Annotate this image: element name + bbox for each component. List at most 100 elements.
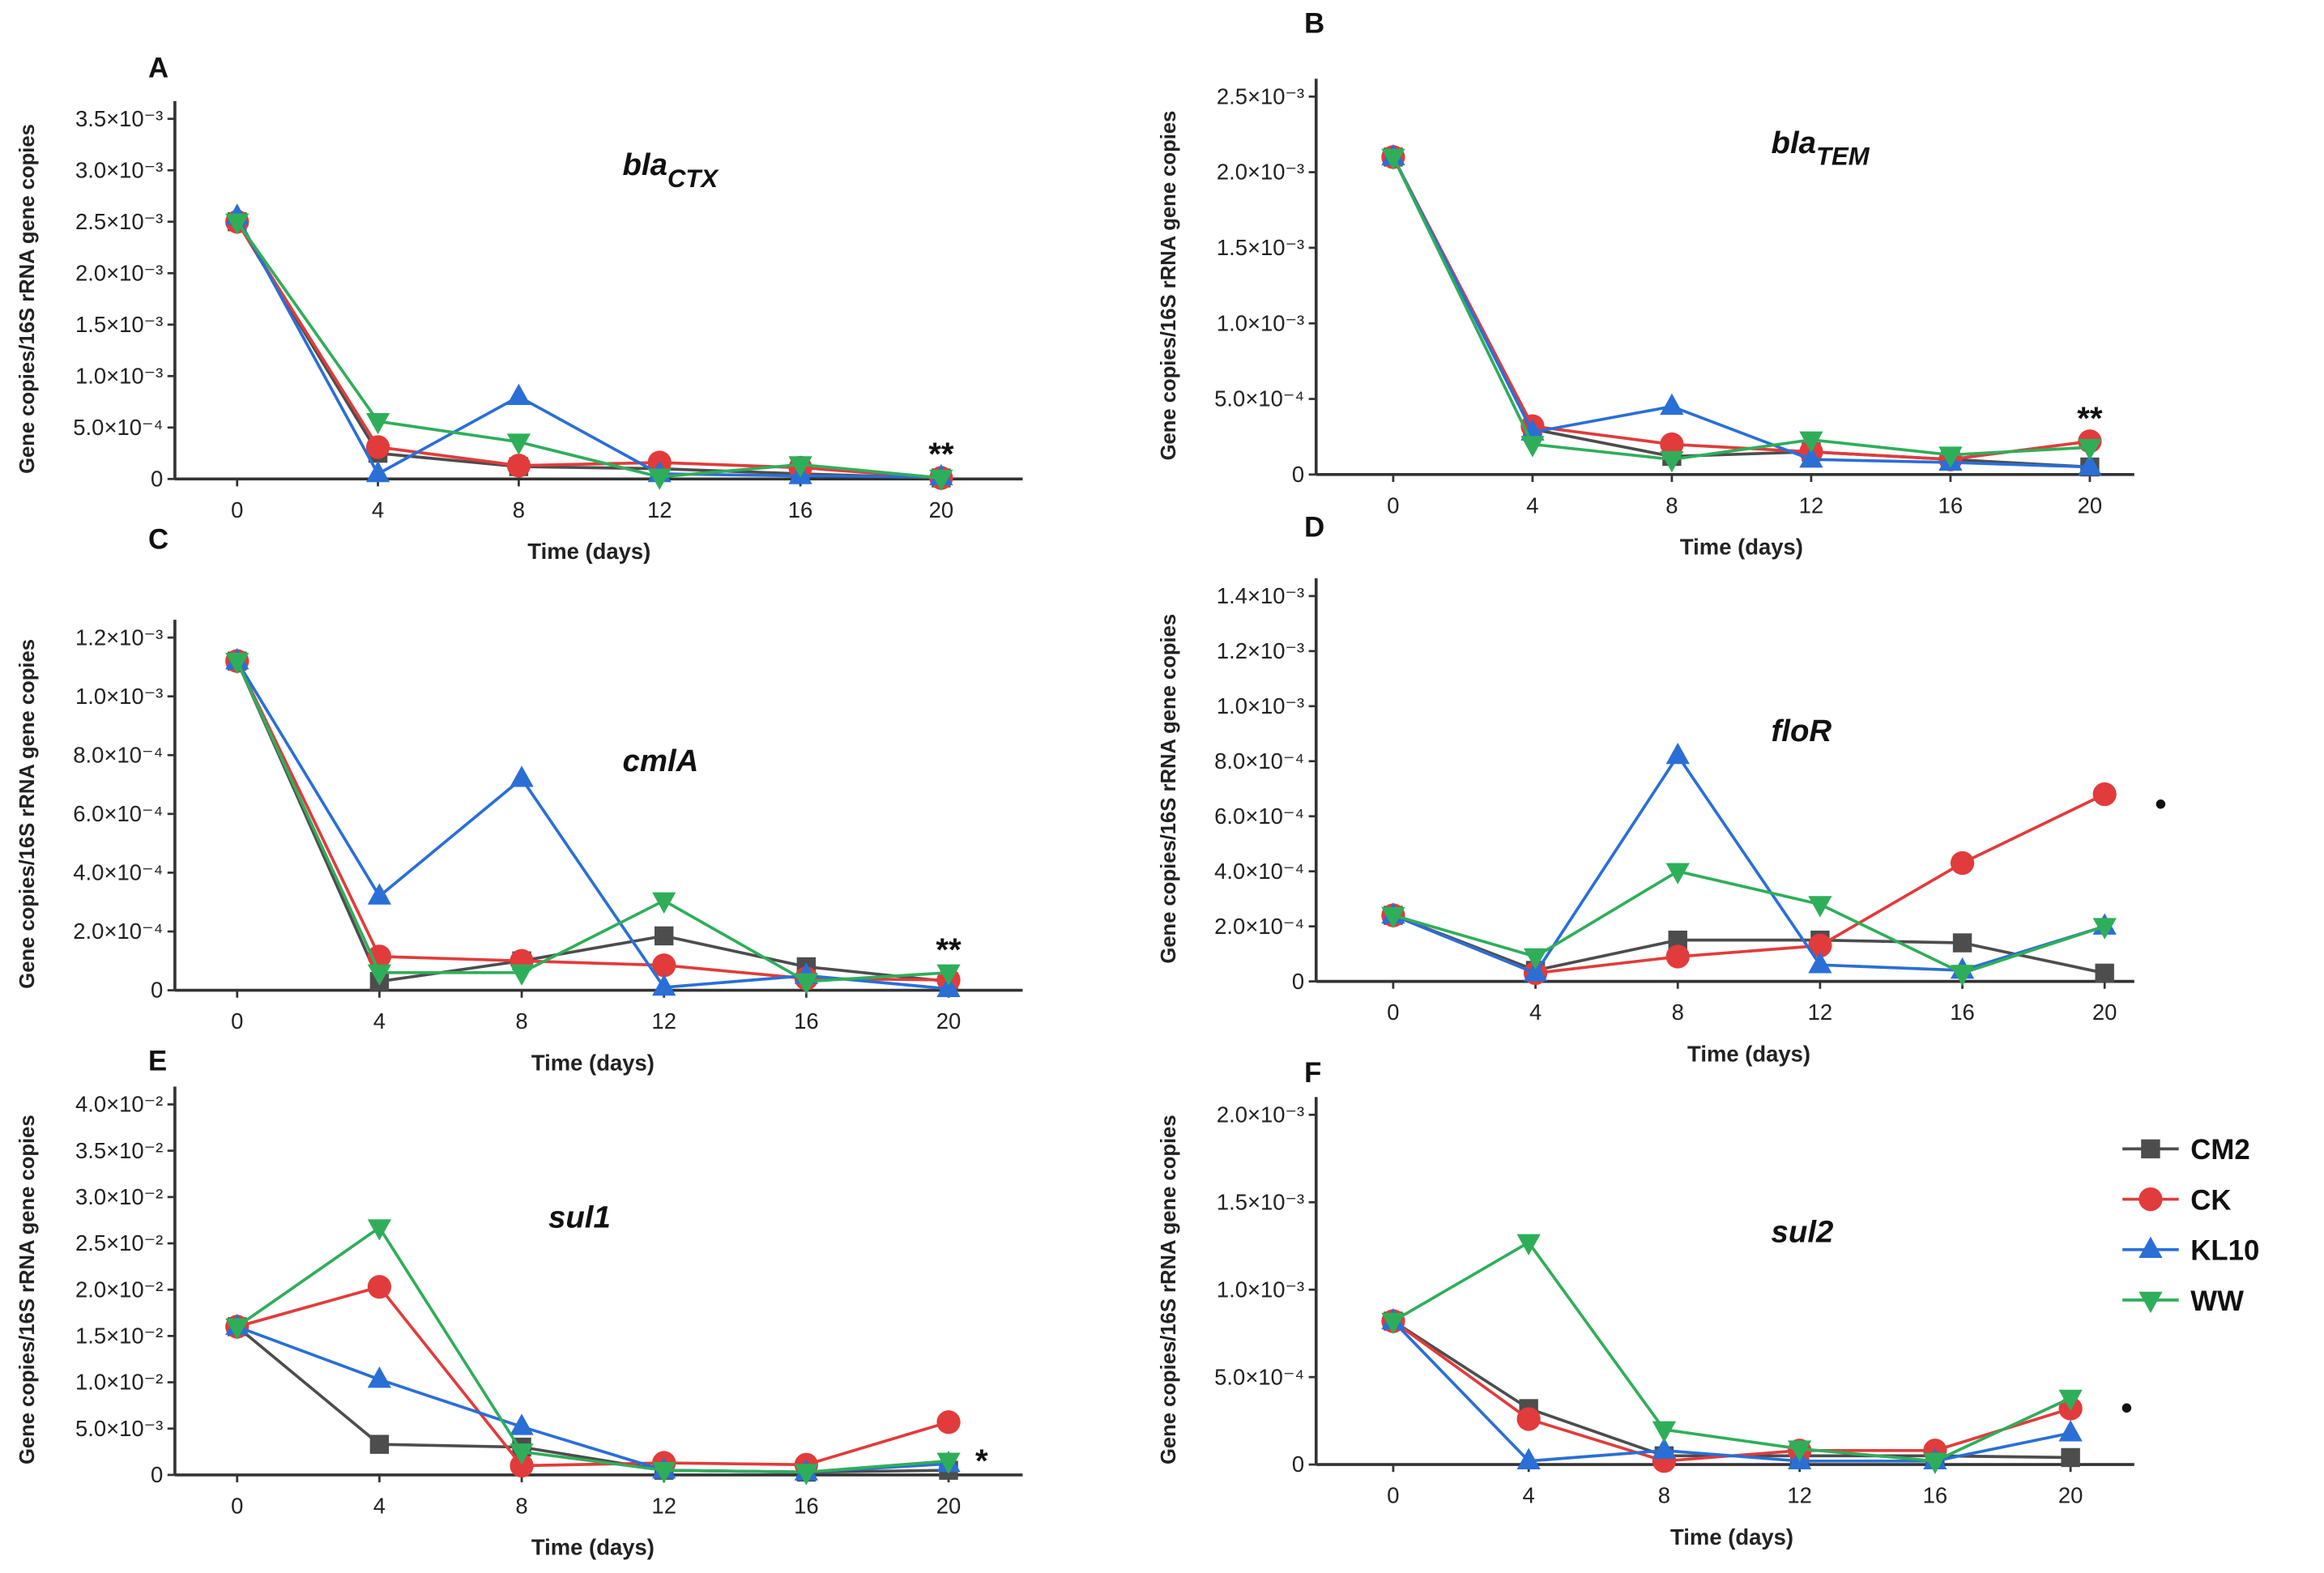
marker-square	[1668, 930, 1687, 950]
y-tick-label: 3.0×10⁻²	[75, 1184, 163, 1209]
x-tick-label: 20	[929, 497, 954, 522]
y-tick-label: 1.5×10⁻³	[75, 312, 163, 337]
series-KL10	[1381, 1307, 2083, 1470]
marker-triangle-up	[510, 765, 534, 787]
marker-triangle-down	[794, 1464, 819, 1486]
x-tick-label: 20	[936, 1493, 962, 1518]
x-tick-label: 12	[1799, 492, 1824, 518]
marker-triangle-up	[1652, 1437, 1677, 1460]
series-line-KL10	[237, 1325, 949, 1474]
series-WW	[225, 1219, 961, 1486]
x-tick-label: 0	[1387, 492, 1399, 518]
chart-title: floR	[1772, 714, 1832, 748]
y-tick-label: 2.0×10⁻⁴	[1214, 914, 1304, 939]
title-main: floR	[1772, 714, 1832, 748]
y-tick-label: 5.0×10⁻⁴	[1214, 1364, 1304, 1389]
marker-circle	[2092, 782, 2117, 807]
marker-circle	[1950, 850, 1975, 876]
chart-title: cmlA	[622, 744, 698, 778]
y-tick-label: 0	[151, 1462, 163, 1487]
y-axis-label: Gene copies/16S rRNA gene copies	[16, 639, 39, 989]
x-tick-label: 8	[513, 497, 525, 522]
marker-triangle-down	[1381, 906, 1405, 929]
marker-triangle-up	[2139, 1236, 2163, 1259]
significance-annotation: •	[2121, 1390, 2132, 1426]
series-line-WW	[1392, 156, 2091, 462]
marker-triangle-down	[1799, 431, 1823, 454]
marker-triangle-down	[1938, 446, 1963, 468]
marker-circle	[1665, 944, 1690, 969]
panel-label: A	[148, 53, 168, 83]
x-axis-label: Time (days)	[531, 1050, 655, 1075]
series-CM2	[228, 651, 958, 991]
marker-triangle-up	[2058, 1420, 2083, 1442]
panel-label: D	[1304, 513, 1324, 544]
y-axis-label: Gene copies/16S rRNA gene copies	[16, 124, 39, 474]
marker-triangle-up	[367, 1366, 392, 1388]
y-tick-label: 1.2×10⁻³	[1217, 638, 1304, 663]
series-line-KL10	[236, 215, 941, 479]
marker-triangle-down	[225, 1318, 249, 1341]
x-tick-label: 16	[788, 497, 813, 522]
x-tick-label: 12	[647, 497, 672, 522]
marker-triangle-up	[1799, 446, 1823, 468]
marker-triangle-up	[367, 883, 392, 905]
y-axis-label: Gene copies/16S rRNA gene copies	[16, 1115, 39, 1464]
series-line-CK	[236, 220, 942, 480]
x-tick-label: 4	[373, 1008, 386, 1034]
x-tick-label: 16	[794, 1493, 819, 1518]
marker-triangle-up	[936, 975, 961, 998]
marker-triangle-down	[936, 1452, 961, 1474]
marker-triangle-up	[1523, 960, 1548, 982]
panel-label: F	[1304, 1058, 1321, 1089]
marker-triangle-down	[1788, 1440, 1812, 1462]
y-tick-label: 5.0×10⁻³	[75, 1416, 163, 1441]
x-tick-label: 12	[651, 1493, 676, 1518]
x-axis-label: Time (days)	[527, 539, 650, 564]
marker-square	[655, 926, 674, 946]
y-tick-label: 5.0×10⁻⁴	[1214, 386, 1304, 411]
marker-triangle-down	[506, 433, 531, 455]
y-tick-label: 6.0×10⁻⁴	[1214, 804, 1304, 829]
series-line-CM2	[1392, 914, 2105, 975]
panel-D: D 0 2.0×10⁻⁴ 4.0×10⁻⁴ 6.0×10⁻⁴ 8.0×10⁻⁴ 1.0×10…	[1158, 513, 2167, 1067]
marker-triangle-up	[652, 974, 676, 996]
marker-triangle-down	[510, 1443, 534, 1465]
series-KL10	[1381, 742, 2117, 982]
legend-label-CM2: CM2	[2190, 1135, 2249, 1166]
y-tick-label: 8.0×10⁻⁴	[1214, 748, 1304, 774]
marker-square	[2141, 1139, 2160, 1159]
x-tick-label: 12	[1787, 1483, 1812, 1508]
y-tick-label: 2.0×10⁻³	[1217, 1102, 1304, 1127]
marker-circle	[367, 1275, 392, 1299]
y-tick-label: 0	[1292, 969, 1304, 994]
y-tick-label: 1.0×10⁻³	[75, 363, 163, 388]
marker-triangle-down	[510, 964, 534, 986]
x-tick-label: 4	[373, 1493, 386, 1518]
x-tick-label: 20	[2092, 1000, 2117, 1025]
marker-circle	[1516, 1407, 1541, 1431]
series-line-KL10	[1392, 1319, 2071, 1463]
marker-circle	[2139, 1187, 2163, 1212]
y-tick-label: 3.0×10⁻³	[75, 157, 163, 182]
panel-label: E	[148, 1046, 167, 1076]
title-main: bla	[1772, 126, 1817, 160]
y-tick-label: 8.0×10⁻⁴	[73, 742, 163, 767]
y-tick-label: 3.5×10⁻³	[75, 106, 163, 131]
marker-triangle-up	[1665, 742, 1690, 765]
marker-triangle-up	[510, 1413, 534, 1435]
series-WW	[1381, 148, 2102, 473]
y-tick-label: 2.5×10⁻³	[1217, 83, 1304, 109]
marker-triangle-down	[1665, 863, 1690, 885]
panel-B: B 0 5.0×10⁻⁴ 1.0×10⁻³ 1.5×10⁻³ 2.0×10⁻³ 2.5×10…	[1158, 9, 2134, 560]
series-WW	[225, 213, 953, 492]
marker-triangle-down	[936, 964, 961, 986]
significance-annotation: *	[975, 1443, 988, 1479]
title-main: sul2	[1772, 1215, 1834, 1250]
x-tick-label: 4	[372, 497, 384, 522]
x-tick-label: 0	[1387, 1000, 1399, 1025]
series-CK	[225, 210, 953, 490]
marker-triangle-down	[2078, 439, 2102, 461]
marker-triangle-down	[652, 892, 676, 914]
chart-title: blaCTX	[622, 147, 719, 193]
